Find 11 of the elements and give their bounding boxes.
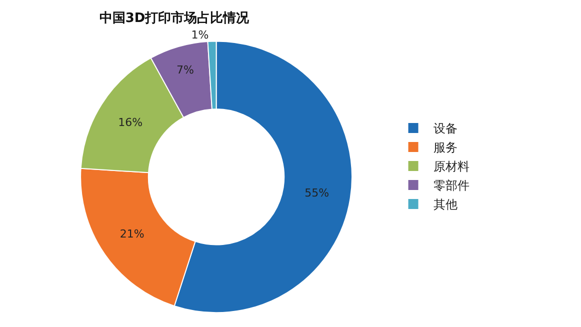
legend-label: 服务 [433,140,458,155]
legend-label: 原材料 [433,160,470,174]
legend-label: 零部件 [433,178,470,193]
legend-label: 其他 [433,198,458,212]
data-label: 55% [304,186,330,200]
legend-label: 设备 [433,122,458,136]
chart-title: 中国3D打印市场占比情况 [99,10,250,26]
data-label: 16% [118,116,143,129]
data-label: 7% [176,63,194,76]
data-label: 21% [120,228,144,241]
data-label: 1% [191,28,209,42]
